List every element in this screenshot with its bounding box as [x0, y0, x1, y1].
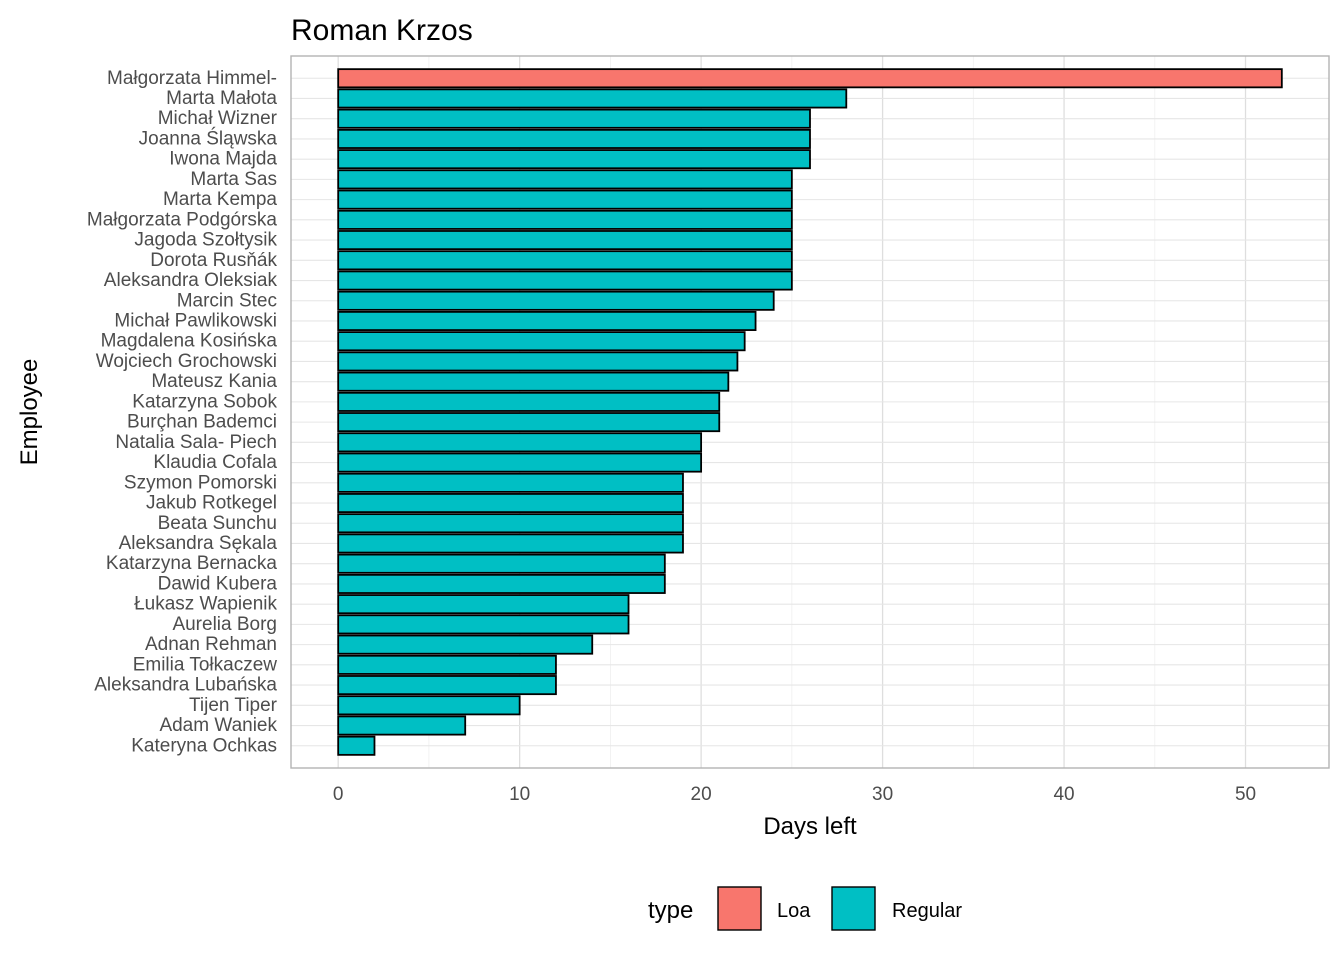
y-tick-label: Dawid Kubera	[158, 573, 278, 594]
y-tick-label: Katarzyna Sobok	[132, 391, 277, 412]
bar-31	[337, 695, 521, 716]
bar-21	[337, 493, 684, 514]
legend: type Loa Regular	[648, 886, 962, 931]
bar-6	[337, 189, 793, 210]
x-tick-label: 40	[1053, 784, 1074, 805]
y-tick-label: Mateusz Kania	[151, 371, 277, 392]
y-tick-label: Wojciech Grochowski	[96, 351, 277, 372]
legend-label-regular: Regular	[892, 900, 962, 922]
legend-key-regular	[831, 886, 876, 931]
x-tick-label: 50	[1235, 784, 1256, 805]
x-tick-label: 10	[509, 784, 530, 805]
y-tick-label: Beata Sunchu	[158, 513, 277, 534]
bar-14	[337, 351, 739, 372]
y-tick-label: Dorota Rusňák	[150, 250, 277, 271]
bar-0	[337, 68, 1283, 89]
legend-title: type	[648, 897, 693, 924]
y-tick-label: Aleksandra Lubańska	[94, 675, 277, 696]
y-tick-label: Jagoda Szołtysik	[134, 230, 277, 251]
bar-25	[337, 573, 666, 594]
bar-27	[337, 614, 630, 635]
y-tick-label: Klaudia Cofala	[153, 452, 277, 473]
bar-4	[337, 149, 811, 170]
y-tick-label: Natalia Sala- Piech	[115, 432, 277, 453]
bar-28	[337, 634, 594, 655]
y-tick-label: Jakub Rotkegel	[146, 493, 277, 514]
bar-23	[337, 533, 684, 554]
y-tick-label: Marta Sas	[190, 169, 277, 190]
y-tick-label: Łukasz Wapienik	[134, 594, 277, 615]
y-tick-label: Marta Małota	[166, 88, 277, 109]
y-tick-label: Tijen Tiper	[189, 695, 278, 716]
bar-10	[337, 270, 793, 291]
y-tick-label: Katarzyna Bernacka	[106, 553, 278, 574]
bar-1	[337, 88, 848, 109]
y-tick-label: Aleksandra Oleksiak	[104, 270, 278, 291]
y-tick-label: Kateryna Ochkas	[131, 735, 277, 756]
x-tick-label-layer: 0 10 20 30 40 50	[333, 784, 1256, 805]
bar-32	[337, 715, 467, 736]
bar-16	[337, 391, 721, 412]
y-tick-label: Marta Kempa	[163, 189, 277, 210]
bar-22	[337, 513, 684, 534]
x-tick-label: 30	[872, 784, 893, 805]
y-tick-label: Szymon Pomorski	[124, 472, 277, 493]
y-tick-label: Małgorzata Himmel-	[107, 68, 277, 89]
y-tick-label: Adam Waniek	[159, 715, 277, 736]
bar-29	[337, 654, 557, 675]
bar-15	[337, 371, 730, 392]
bar-26	[337, 594, 630, 615]
y-tick-label: Burçhan Bademci	[127, 412, 277, 433]
bar-2	[337, 108, 811, 129]
x-tick-label: 20	[691, 784, 712, 805]
y-tick-label: Michał Pawlikowski	[114, 310, 277, 331]
bar-12	[337, 310, 757, 331]
y-tick-label: Adnan Rehman	[145, 634, 277, 655]
bar-19	[337, 452, 703, 473]
legend-label-loa: Loa	[777, 900, 811, 922]
bar-9	[337, 250, 793, 271]
y-tick-label: Magdalena Kosińska	[101, 331, 278, 352]
y-tick-label: Joanna Śląwska	[139, 127, 278, 149]
panel-border	[290, 55, 1330, 769]
x-axis-title: Days left	[763, 813, 857, 840]
x-tick-label: 0	[333, 784, 344, 805]
y-tick-label: Emilia Tołkaczew	[133, 654, 278, 675]
bar-13	[337, 331, 746, 352]
bar-7	[337, 209, 793, 230]
y-tick-label: Iwona Majda	[169, 149, 277, 170]
bar-20	[337, 472, 684, 493]
y-tick-label: Aurelia Borg	[172, 614, 277, 635]
y-tick-label: Marcin Stec	[177, 290, 277, 311]
bar-33	[337, 735, 376, 756]
y-tick-label: Michał Wizner	[158, 108, 278, 129]
bar-30	[337, 675, 557, 696]
bar-11	[337, 290, 775, 311]
bar-18	[337, 432, 703, 453]
bar-17	[337, 412, 721, 433]
chart-title: Roman Krzos	[291, 14, 473, 47]
bar-24	[337, 553, 666, 574]
y-axis-title: Employee	[16, 359, 43, 466]
legend-key-loa	[717, 886, 762, 931]
bar-5	[337, 169, 793, 190]
bar-layer	[337, 68, 1283, 756]
y-tick-label: Aleksandra Sękala	[119, 533, 278, 554]
bar-3	[337, 128, 811, 149]
y-tick-label: Małgorzata Podgórska	[87, 209, 278, 230]
bar-8	[337, 230, 793, 251]
